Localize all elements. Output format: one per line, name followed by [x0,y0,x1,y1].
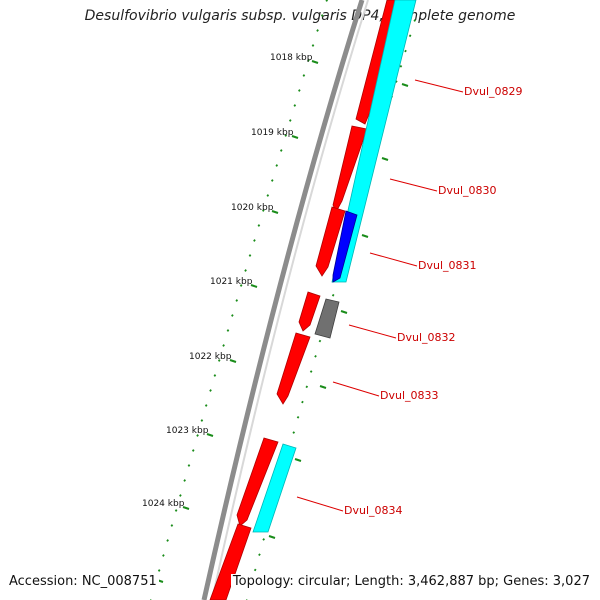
gene-labels: Dvul_0829 Dvul_0830 Dvul_0831 Dvul_0832 … [344,85,523,517]
ruler-minor-tick [248,254,252,257]
ruler-minor-tick [157,569,161,572]
ruler-minor-tick [309,370,313,373]
ruler-label-1022: 1022 kbp [189,352,232,362]
ruler-minor-tick [320,14,324,17]
ruler-label-1020: 1020 kbp [231,203,274,213]
ruler-minor-tick [204,404,208,407]
topology-text: Topology: circular; Length: 3,462,887 bp… [230,574,592,589]
ruler-minor-tick [217,359,221,362]
gene-arrow-dvul-0832-forward[interactable] [298,291,321,332]
ruler-minor-tick [179,494,182,497]
ruler-minor-tick [187,464,191,467]
gene-label-dvul-0834[interactable]: Dvul_0834 [344,504,403,517]
ruler-minor-tick [275,164,279,167]
ruler-minor-tick [183,479,186,482]
gene-arrow-dvul-0831-forward[interactable] [315,206,346,277]
gene-arrow-reverse-cyan-1[interactable] [331,0,417,283]
ruler-minor-tick [305,385,309,389]
ruler-minor-tick [288,119,292,122]
inner-ruler-ticks [268,83,409,539]
ruler-minor-tick [231,314,234,317]
ruler-minor-tick [279,149,283,152]
ruler-minor-tick [166,539,169,542]
ruler-minor-tick [253,239,256,242]
gene-arrow-dvul-0833-forward[interactable] [276,332,311,405]
ruler-minor-tick [262,209,265,212]
ruler-minor-tick [258,553,261,557]
ruler-minor-tick [302,74,306,77]
gene-arrow-dvul-0832-gray[interactable] [314,298,340,339]
gene-arrow-dvul-0834-forward[interactable] [236,437,279,527]
gene-arrow-next-forward[interactable] [209,523,252,600]
ruler-minor-tick [222,344,225,347]
ruler-minor-tick [226,329,230,332]
ruler-minor-tick [244,269,247,272]
ruler-label-1019: 1019 kbp [251,128,294,138]
ruler-minor-tick [170,524,174,527]
ruler-minor-tick [399,64,403,68]
ruler-label-1021: 1021 kbp [210,277,253,287]
ruler-minor-tick [284,134,288,137]
ruler-minor-tick [316,29,319,32]
ruler-minor-tick [209,389,212,392]
ruler-minor-tick [408,34,412,38]
gene-label-dvul-0829[interactable]: Dvul_0829 [464,85,523,98]
ruler-minor-tick [318,339,322,343]
ruler-minor-tick [298,89,301,92]
ruler-minor-tick [257,224,261,227]
accession-text: Accession: NC_008751 [7,574,159,589]
ruler-minor-tick [239,284,243,287]
ruler-minor-tick [404,49,407,53]
genome-backbone [201,0,365,600]
gene-arrow-dvul-0834-reverse[interactable] [252,443,297,533]
outer-ruler [150,0,329,600]
ruler-minor-tick [293,104,297,107]
gene-label-dvul-0832[interactable]: Dvul_0832 [397,331,456,344]
ruler-minor-tick [200,419,204,422]
ruler-minor-tick [196,434,199,437]
gene-label-dvul-0831[interactable]: Dvul_0831 [418,259,477,272]
ruler-minor-tick [174,509,178,512]
ruler-minor-tick [253,568,257,572]
ruler-minor-tick [307,59,310,62]
ruler-label-1023: 1023 kbp [166,426,209,436]
genome-backbone-shadow [211,0,369,600]
ruler-minor-tick [266,194,270,197]
gene-leader-lines [296,79,464,512]
ruler-minor-tick [213,374,217,377]
ruler-minor-tick [270,179,274,182]
ruler-minor-tick [413,19,417,22]
gene-arrow-dvul-0830-forward[interactable] [332,125,368,213]
ruler-label-1024: 1024 kbp [142,499,185,509]
gene-label-dvul-0830[interactable]: Dvul_0830 [438,184,497,197]
ruler-minor-tick [301,400,304,404]
ruler-minor-tick [162,554,165,557]
ruler-minor-tick [191,449,195,452]
gene-arrow-dvul-0831-blue[interactable] [332,210,358,283]
ruler-minor-tick [325,0,329,2]
ruler-labels: 1018 kbp 1019 kbp 1020 kbp 1021 kbp 1022… [142,53,313,509]
ruler-label-1018: 1018 kbp [270,53,313,63]
ruler-minor-tick [235,299,239,302]
ruler-minor-tick [296,416,300,419]
ruler-minor-tick [262,538,265,541]
ruler-minor-tick [314,354,317,358]
ruler-minor-tick [311,44,315,47]
ruler-minor-tick [292,431,296,434]
ruler-minor-tick [331,293,335,297]
gene-label-dvul-0833[interactable]: Dvul_0833 [380,389,439,402]
